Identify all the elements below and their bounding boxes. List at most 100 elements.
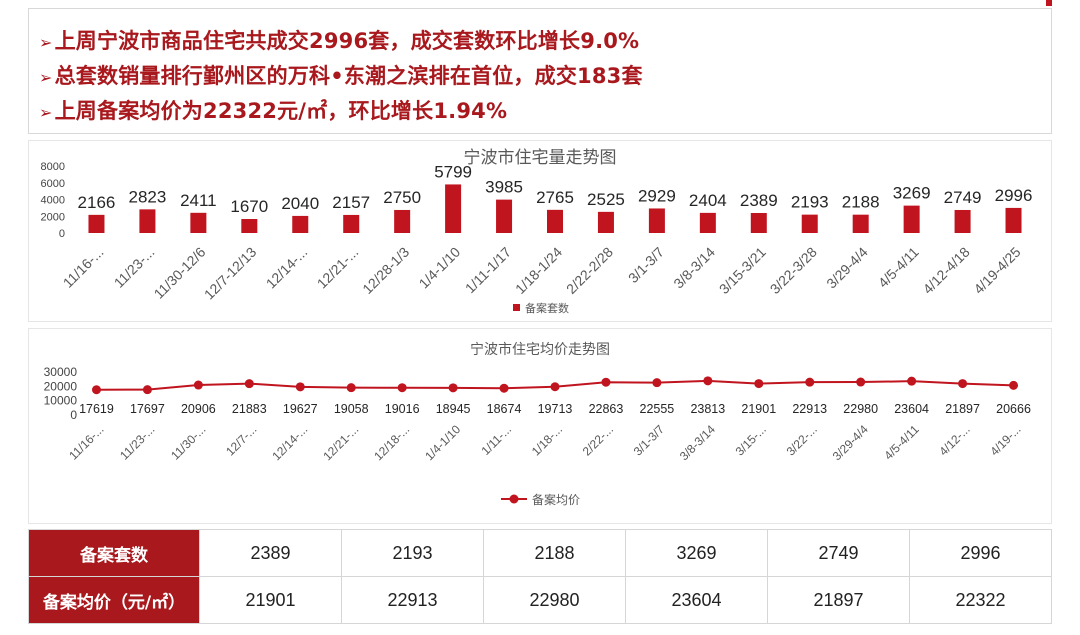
data-label: 2749 [944,188,982,207]
table-cell: 22913 [341,576,484,624]
data-point [397,383,407,393]
bar [597,211,614,233]
data-label: 23604 [894,402,929,416]
data-label: 2929 [638,186,676,205]
bar [1005,207,1022,233]
y-tick-label: 20000 [44,379,78,393]
x-tick-label: 3/8-3/14 [677,422,718,463]
data-label: 2765 [536,188,574,207]
bar [190,212,207,233]
bar [88,214,105,233]
x-tick-label: 3/15-... [733,422,769,458]
table-row: 备案均价（元/㎡） 21901 22913 22980 23604 21897 … [28,576,1052,624]
x-tick-label: 11/16-... [66,422,106,462]
data-label: 2389 [740,191,778,210]
x-tick-label: 3/29-4/4 [823,244,871,292]
data-label: 19627 [283,402,318,416]
bar [241,219,258,233]
bullet-arrow-icon: ➢ [39,68,53,87]
row-header-volume: 备案套数 [28,529,200,577]
y-tick-label: 10000 [44,394,78,408]
x-tick-label: 12/14-... [269,422,310,463]
data-label: 1670 [230,197,268,216]
data-point [856,377,866,387]
x-tick-label: 12/18-... [371,422,412,463]
data-label: 2404 [689,191,727,210]
data-point [805,377,815,387]
table-cell: 2193 [341,529,484,577]
x-tick-label: 3/22-... [784,422,820,458]
bar [292,215,309,233]
data-label: 22980 [843,402,878,416]
x-tick-label: 3/22-3/28 [767,244,820,297]
bar [903,205,920,233]
data-label: 19016 [385,402,420,416]
x-tick-label: 1/18-... [529,422,565,458]
table-cell: 2389 [199,529,342,577]
x-tick-label: 4/12-... [936,422,972,458]
x-tick-label: 1/11-... [478,422,514,458]
bar [139,209,156,233]
x-tick-label: 11/30-12/6 [151,244,209,302]
legend-label: 备案均价 [532,492,580,507]
data-label: 2525 [587,190,625,209]
x-tick-label: 4/19-... [987,422,1023,458]
data-label: 19713 [538,402,573,416]
x-tick-label: 1/4-1/10 [416,244,464,292]
data-label: 20906 [181,402,216,416]
bar [852,214,869,233]
data-label: 17619 [79,402,114,416]
data-point [601,377,611,387]
data-label: 2193 [791,193,829,212]
headline-bullet-3: ➢上周备案均价为22322元/㎡，环比增长1.94% [39,95,507,125]
data-point [958,379,968,389]
volume-chart: 宁波市住宅量走势图 8000 6000 4000 2000 0 2166 11/16-... 2… [41,148,1033,315]
bar [750,212,767,233]
table-cell: 2996 [909,529,1052,577]
x-tick-label: 4/12-4/18 [920,244,973,297]
data-label: 3985 [485,178,523,197]
x-tick-label: 1/11-1/17 [462,244,515,297]
bar [801,214,818,233]
headline-text-3: 上周备案均价为22322元/㎡，环比增长1.94% [54,99,508,123]
data-point [448,383,458,393]
legend-label: 备案套数 [525,301,569,315]
headline-bullet-2: ➢总套数销量排行鄞州区的万科•东潮之滨排在首位，成交183套 [39,60,643,90]
x-tick-label: 3/15-3/21 [716,244,769,297]
bar [954,209,971,233]
x-tick-label: 11/30-... [168,422,208,462]
data-point [142,385,152,395]
y-tick-label: 0 [70,408,77,422]
row-header-price: 备案均价（元/㎡） [28,576,200,624]
y-tick-label: 4000 [41,195,65,207]
bar [394,209,411,233]
data-point [1009,380,1019,390]
table-cell: 21901 [199,576,342,624]
data-label: 2157 [332,193,370,212]
table-cell: 22980 [483,576,626,624]
headline-box: ➢上周宁波市商品住宅共成交2996套，成交套数环比增长9.0% ➢总套数销量排行… [28,8,1052,134]
x-tick-label: 4/5-4/11 [881,422,922,463]
x-tick-label: 11/23-... [111,244,158,291]
x-tick-label: 4/19-4/25 [970,244,1023,297]
bar [648,208,665,233]
data-label: 2823 [129,187,167,206]
table-cell: 2188 [483,529,626,577]
x-tick-label: 12/21-... [314,244,362,292]
headline-bullet-1: ➢上周宁波市商品住宅共成交2996套，成交套数环比增长9.0% [39,25,639,55]
data-point [346,383,356,393]
data-label: 22555 [640,402,675,416]
x-tick-label: 2/22-2/28 [563,244,616,297]
data-label: 2040 [281,194,319,213]
data-label: 21897 [945,402,980,416]
x-tick-label: 3/29-4/4 [830,422,871,463]
data-label: 2166 [78,193,116,212]
data-point [703,376,713,386]
data-point [907,376,917,386]
price-chart-panel: 宁波市住宅均价走势图 30000 20000 10000 0 17619 11/16-...… [28,328,1052,524]
data-point [499,383,509,393]
data-label: 2996 [995,186,1033,205]
data-point [91,385,101,395]
data-label: 21883 [232,402,267,416]
headline-text-2: 总套数销量排行鄞州区的万科•东潮之滨排在首位，成交183套 [54,64,643,88]
